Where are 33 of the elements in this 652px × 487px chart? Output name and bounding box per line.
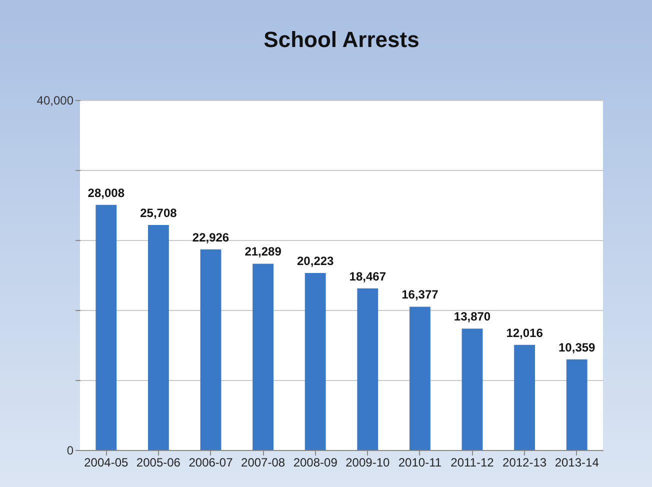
data-label: 12,016 <box>506 326 544 340</box>
data-label: 20,223 <box>297 254 334 268</box>
data-label: 13,870 <box>454 310 491 324</box>
bar <box>462 328 483 450</box>
data-label: 18,467 <box>349 269 386 284</box>
bar <box>514 344 536 450</box>
x-tick-label: 2007-08 <box>241 456 286 470</box>
bar <box>409 306 430 450</box>
data-label: 10,359 <box>558 340 596 354</box>
x-tick-label: 2009-10 <box>346 456 390 470</box>
x-tick-label: 2004-05 <box>84 456 128 470</box>
bar <box>252 264 274 450</box>
bar <box>200 249 222 450</box>
x-tick-label: 2008-09 <box>293 456 338 470</box>
chart-title: School Arrests <box>264 27 420 52</box>
x-tick-label: 2012-13 <box>502 456 547 470</box>
data-label: 22,926 <box>192 230 230 244</box>
x-tick-label: 2010-11 <box>398 456 442 470</box>
y-tick-label: 0 <box>66 444 74 458</box>
x-tick-label: 2013-14 <box>554 456 600 470</box>
bar <box>566 359 588 450</box>
x-tick-label: 2005-06 <box>136 456 181 470</box>
bar <box>357 288 378 450</box>
bar <box>148 225 169 450</box>
y-tick-label: 40,000 <box>36 94 74 108</box>
x-tick-label: 2006-07 <box>188 456 234 470</box>
data-label: 28,008 <box>88 186 125 200</box>
bar <box>96 204 117 450</box>
data-label: 16,377 <box>402 288 439 302</box>
bar <box>304 273 326 450</box>
data-label: 21,289 <box>244 244 282 259</box>
x-tick-label: 2011-12 <box>450 456 494 470</box>
data-label: 25,708 <box>140 206 178 220</box>
